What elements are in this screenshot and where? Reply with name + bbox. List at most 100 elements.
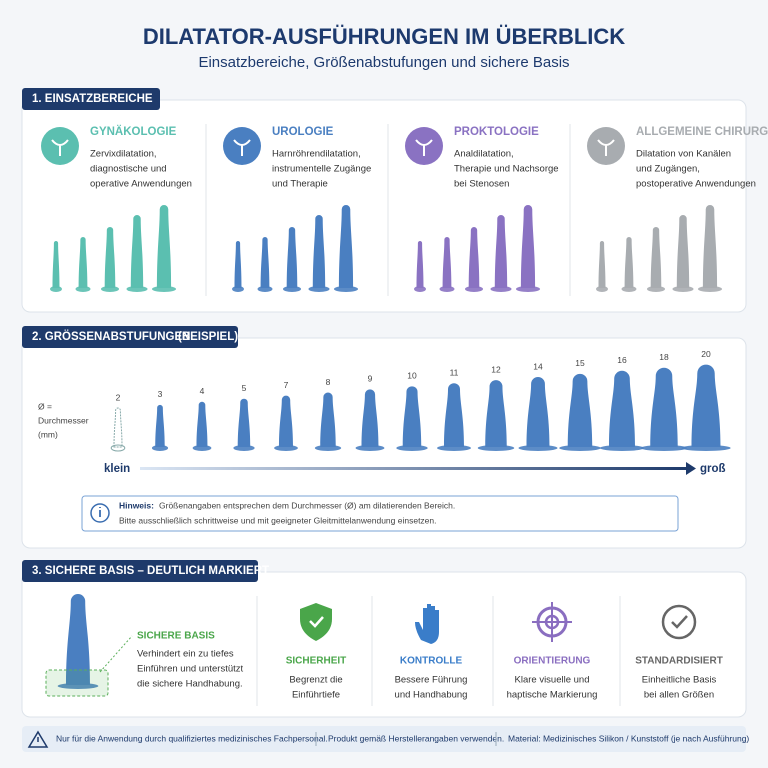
dilator-base [126, 286, 148, 292]
section-badge [22, 326, 238, 348]
dilator-base [50, 286, 62, 292]
dilator [196, 401, 208, 447]
dilator-base [646, 286, 666, 292]
dilator-base [477, 445, 515, 451]
text: UROLOGIE [272, 126, 334, 138]
text: 8 [326, 377, 331, 387]
text: Therapie und Nachsorge [454, 164, 559, 175]
size-arrow-head [686, 462, 696, 475]
icon [415, 604, 439, 644]
dilator [609, 370, 635, 447]
dilator [260, 236, 270, 288]
dilator [312, 215, 326, 288]
dilator [624, 236, 634, 288]
dilator [691, 364, 721, 447]
dilator-base [100, 286, 120, 292]
dilator [130, 215, 144, 288]
icon [309, 616, 324, 628]
dilator-base [355, 445, 385, 451]
dilator [650, 227, 662, 288]
dilator-base [490, 286, 512, 292]
dilator-base [697, 286, 723, 292]
dilator-base [437, 445, 471, 451]
base-highlight [45, 669, 109, 697]
text: 20 [701, 349, 711, 359]
dilator-base [282, 286, 302, 292]
dilator [156, 205, 172, 288]
text: (mm) [38, 429, 58, 439]
text: Ø = [38, 401, 52, 411]
icon [532, 602, 572, 642]
dilator-base [672, 286, 694, 292]
dilator-base [151, 445, 169, 451]
dilator-base [57, 683, 99, 689]
text: 3 [158, 389, 163, 399]
text: 9 [368, 374, 373, 384]
dilator [416, 241, 424, 288]
text: Material: Medizinisches Silikon / Kunsts… [508, 733, 749, 743]
text: bei Stenosen [454, 179, 509, 190]
text: ORIENTIERUNG [514, 656, 591, 667]
dilator [361, 389, 379, 447]
dilator-base [192, 445, 212, 451]
text: 16 [617, 355, 627, 365]
dilator [485, 380, 507, 447]
icon [661, 604, 697, 640]
dilator-base [681, 445, 731, 451]
text: Nur für die Anwendung durch qualifiziert… [56, 733, 328, 743]
text: und Therapie [272, 179, 328, 190]
dilator [338, 204, 354, 288]
text: SICHERE BASIS [137, 631, 215, 642]
text: 4 [200, 386, 205, 396]
dilator [155, 404, 165, 447]
section-badge [22, 560, 258, 582]
text: bei allen Größen [644, 690, 714, 701]
size-arrow [140, 467, 688, 470]
text: 10 [407, 371, 417, 381]
panel [21, 99, 747, 313]
dilator [567, 373, 593, 447]
text: 3. SICHERE BASIS – DEUTLICH MARKIERT [32, 565, 269, 577]
dilator [494, 215, 508, 288]
footer-bar [22, 726, 746, 752]
dilator-base [414, 286, 426, 292]
text: und Handhabung [395, 690, 468, 701]
text: Verhindert ein zu tiefes [137, 649, 234, 660]
text: Durchmesser [38, 415, 89, 425]
callout-line [99, 635, 133, 673]
dilator [320, 392, 336, 447]
text: ALLGEMEINE CHIRURGIE [636, 126, 768, 138]
dilator-base [233, 445, 255, 451]
text: 18 [659, 352, 669, 362]
text: operative Anwendungen [90, 179, 192, 190]
dilator [279, 395, 293, 447]
dilator-base [515, 286, 541, 292]
text: Bitte ausschließlich schrittweise und mi… [119, 515, 437, 525]
section-badge [22, 88, 160, 110]
text: 7 [284, 380, 289, 390]
dilator-base [518, 445, 558, 451]
dilator [78, 237, 88, 288]
text: Einführen und unterstützt [137, 664, 244, 675]
dilator [113, 407, 123, 448]
text: Harnröhrendilatation, [272, 149, 361, 160]
info-icon [90, 503, 110, 523]
dilator-base [257, 286, 273, 292]
dilator-base [308, 286, 330, 292]
dilator-base [232, 286, 244, 292]
dilator-base [274, 445, 298, 451]
dilator [650, 367, 678, 447]
dilator [598, 241, 606, 288]
dilator-base [464, 286, 484, 292]
text: SICHERHEIT [286, 656, 347, 667]
dilator [286, 227, 298, 288]
text: PROKTOLOGIE [454, 126, 539, 138]
text: GYNÄKOLOGIE [90, 125, 177, 138]
text: Einführtiefe [292, 690, 340, 701]
dilator [234, 241, 242, 288]
dilator [442, 236, 452, 288]
area-icon-glyph [597, 139, 615, 156]
panel [21, 571, 747, 718]
text: KONTROLLE [400, 656, 463, 667]
